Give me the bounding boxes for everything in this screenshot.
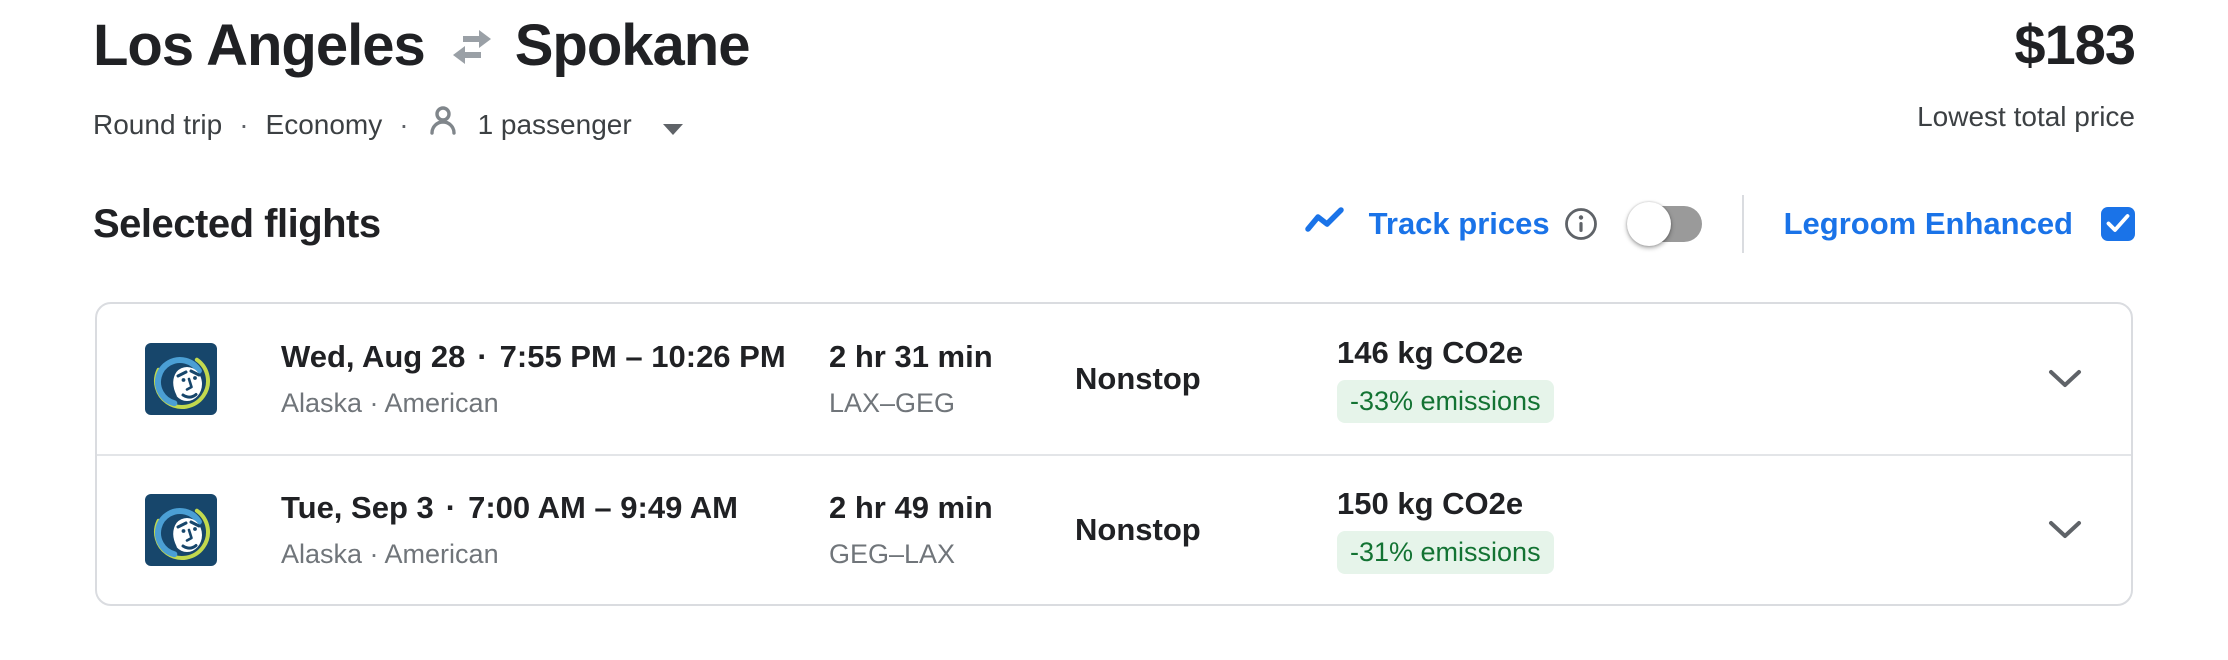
- flight-row-return[interactable]: Tue, Sep 3 · 7:00 AM – 9:49 AM Alaska · Am…: [97, 454, 2131, 604]
- stops-cell: Nonstop: [1075, 512, 1337, 548]
- separator-dot: ·: [399, 108, 409, 140]
- flight-duration: 2 hr 49 min: [829, 490, 993, 525]
- route-title: Los Angeles Spokane: [93, 12, 751, 79]
- trip-type[interactable]: Round trip: [93, 108, 223, 140]
- expand-flight-chevron-icon[interactable]: [2045, 519, 2085, 541]
- vertical-divider: [1741, 195, 1744, 253]
- trip-summary-bar: Round trip · Economy · 1 passenger: [93, 104, 684, 145]
- section-controls: Track prices Legroom Enhanced: [1304, 195, 2135, 253]
- track-prices-toggle[interactable]: [1626, 202, 1702, 246]
- flight-date-times: Tue, Sep 3 · 7:00 AM – 9:49 AM: [281, 490, 829, 526]
- alaska-airlines-logo: [145, 494, 217, 566]
- flight-times: 7:00 AM – 9:49 AM: [468, 490, 738, 525]
- passenger-count: 1 passenger: [477, 108, 632, 140]
- emissions-badge: -31% emissions: [1337, 531, 1554, 574]
- flight-airlines: Alaska · American: [281, 539, 499, 569]
- track-prices-label: Track prices: [1368, 206, 1550, 241]
- flight-stops: Nonstop: [1075, 512, 1201, 547]
- flight-row-outbound[interactable]: Wed, Aug 28 · 7:55 PM – 10:26 PM Alaska · …: [97, 304, 2131, 454]
- separator-dot: ·: [477, 339, 488, 374]
- price-block: $183 Lowest total price: [1917, 12, 2136, 133]
- toggle-knob: [1626, 202, 1671, 246]
- person-icon: [426, 104, 460, 145]
- emissions-cell: 146 kg CO2e -33% emissions: [1337, 335, 1807, 423]
- alaska-airlines-logo: [145, 343, 217, 415]
- flight-info-cell: Wed, Aug 28 · 7:55 PM – 10:26 PM Alaska · …: [281, 339, 829, 419]
- passenger-selector[interactable]: 1 passenger: [426, 104, 684, 145]
- track-prices-button[interactable]: Track prices: [1304, 205, 1550, 243]
- separator-dot: ·: [239, 108, 249, 140]
- total-price: $183: [2014, 13, 2136, 76]
- flight-airlines: Alaska · American: [281, 388, 499, 418]
- flight-date: Wed, Aug 28: [281, 339, 466, 374]
- destination-city: Spokane: [514, 13, 751, 78]
- legroom-label: Legroom Enhanced: [1783, 206, 2073, 241]
- emissions-amount: 150 kg CO2e: [1337, 486, 1524, 521]
- flight-duration: 2 hr 31 min: [829, 339, 993, 374]
- section-header: Selected flights Track prices: [93, 192, 2135, 256]
- emissions-amount: 146 kg CO2e: [1337, 335, 1524, 370]
- section-title: Selected flights: [93, 201, 381, 246]
- flight-route: GEG–LAX: [829, 539, 956, 569]
- legroom-checkbox[interactable]: [2101, 207, 2135, 241]
- flight-times: 7:55 PM – 10:26 PM: [499, 339, 786, 374]
- price-graph-icon: [1304, 205, 1345, 243]
- caret-down-icon: [662, 111, 684, 143]
- duration-cell: 2 hr 49 min GEG–LAX: [829, 490, 1075, 570]
- emissions-badge: -33% emissions: [1337, 380, 1554, 423]
- flight-date: Tue, Sep 3: [281, 490, 434, 525]
- duration-cell: 2 hr 31 min LAX–GEG: [829, 339, 1075, 419]
- separator-dot: ·: [445, 490, 457, 525]
- swap-arrows-icon: [449, 26, 495, 71]
- flight-info-cell: Tue, Sep 3 · 7:00 AM – 9:49 AM Alaska · Am…: [281, 490, 829, 570]
- expand-flight-chevron-icon[interactable]: [2045, 368, 2085, 390]
- legroom-filter: Legroom Enhanced: [1784, 206, 2135, 242]
- price-caption: Lowest total price: [1917, 101, 2135, 132]
- check-icon: [2106, 213, 2130, 236]
- origin-city: Los Angeles: [93, 13, 426, 78]
- flight-date-times: Wed, Aug 28 · 7:55 PM – 10:26 PM: [281, 339, 829, 375]
- flight-route: LAX–GEG: [829, 388, 956, 418]
- emissions-cell: 150 kg CO2e -31% emissions: [1337, 486, 1807, 574]
- stops-cell: Nonstop: [1075, 361, 1337, 397]
- cabin-class[interactable]: Economy: [265, 108, 383, 140]
- selected-flights-card: Wed, Aug 28 · 7:55 PM – 10:26 PM Alaska · …: [95, 302, 2133, 606]
- swap-cities-button[interactable]: [449, 26, 495, 71]
- info-icon[interactable]: [1564, 207, 1598, 241]
- flight-stops: Nonstop: [1075, 361, 1201, 396]
